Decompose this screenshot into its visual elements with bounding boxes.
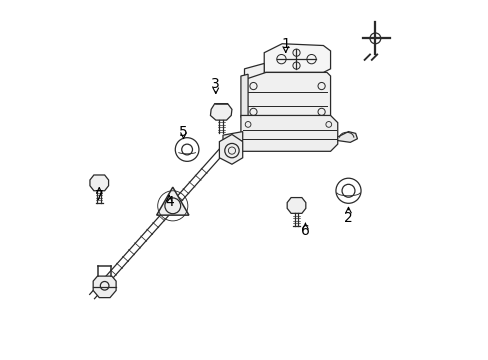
Polygon shape [241, 116, 337, 151]
Text: 1: 1 [281, 37, 289, 51]
Polygon shape [244, 63, 264, 83]
Polygon shape [210, 104, 231, 120]
Text: 3: 3 [211, 77, 220, 91]
Polygon shape [223, 132, 242, 144]
Polygon shape [244, 72, 330, 119]
Text: 4: 4 [164, 195, 173, 209]
Polygon shape [267, 76, 319, 92]
Polygon shape [93, 276, 116, 298]
Text: 2: 2 [344, 211, 352, 225]
Polygon shape [286, 198, 305, 213]
Polygon shape [264, 44, 330, 72]
Text: 7: 7 [95, 189, 103, 203]
Polygon shape [156, 187, 188, 215]
Polygon shape [337, 132, 357, 142]
Polygon shape [90, 175, 108, 191]
Polygon shape [241, 74, 247, 119]
Text: 5: 5 [179, 125, 187, 139]
Text: 6: 6 [301, 224, 309, 238]
Polygon shape [219, 134, 242, 164]
